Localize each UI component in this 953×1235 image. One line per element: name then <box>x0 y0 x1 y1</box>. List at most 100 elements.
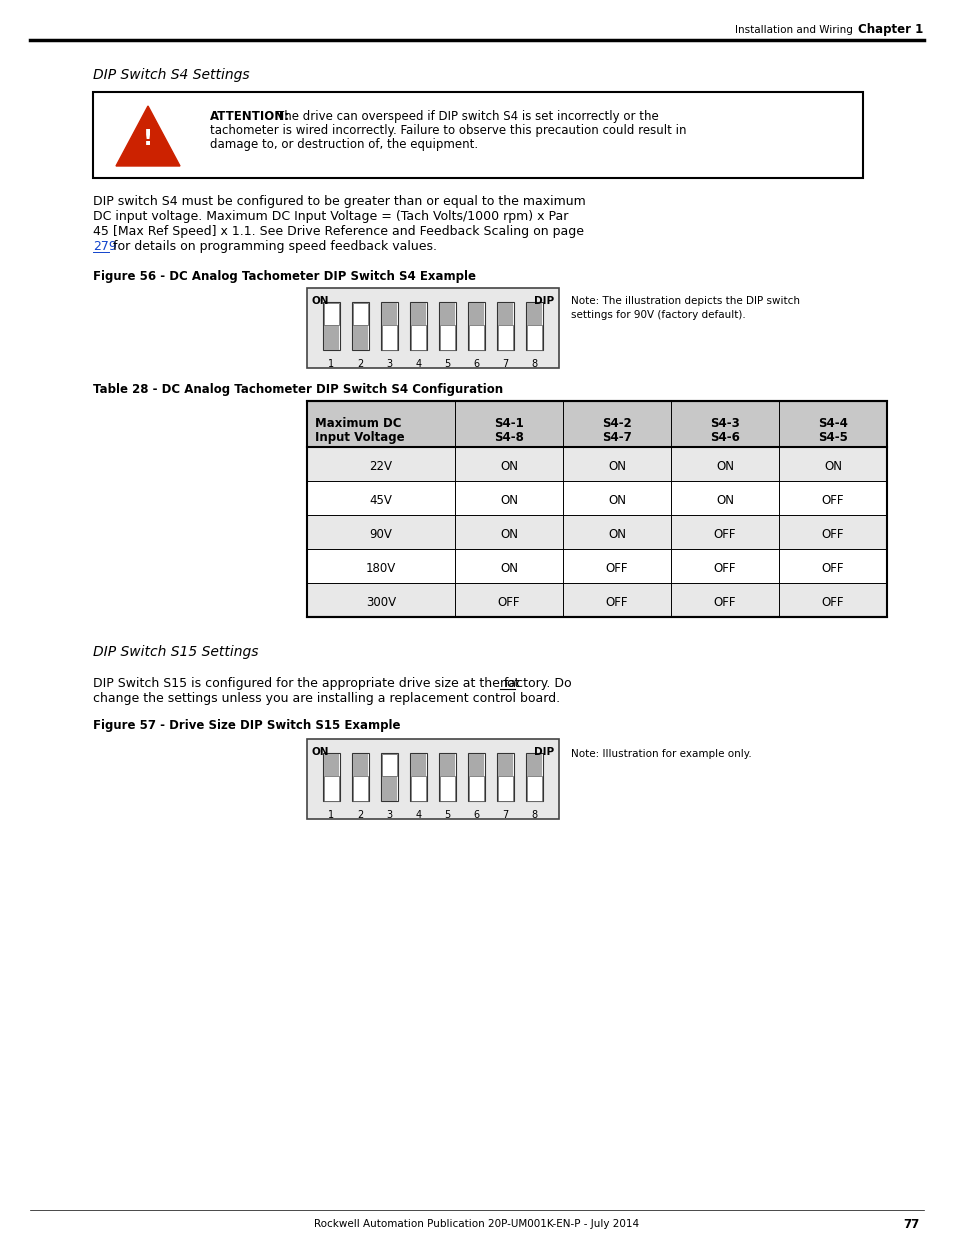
Bar <box>438 303 456 350</box>
Text: Input Voltage: Input Voltage <box>314 431 404 445</box>
Text: ATTENTION:: ATTENTION: <box>210 110 290 124</box>
Text: ON: ON <box>499 459 517 473</box>
Text: ON: ON <box>716 494 733 506</box>
Bar <box>322 753 340 802</box>
Text: S4-8: S4-8 <box>494 431 523 445</box>
Text: 3: 3 <box>386 810 392 820</box>
Bar <box>526 755 542 776</box>
Text: 8: 8 <box>531 810 537 820</box>
Text: ON: ON <box>499 494 517 506</box>
Text: S4-1: S4-1 <box>494 417 523 430</box>
Text: OFF: OFF <box>713 595 736 609</box>
Text: S4-5: S4-5 <box>818 431 847 445</box>
Text: ON: ON <box>312 747 329 757</box>
Bar <box>381 325 397 350</box>
Text: !: ! <box>143 128 152 149</box>
Bar <box>468 755 484 776</box>
Text: OFF: OFF <box>821 494 843 506</box>
Text: OFF: OFF <box>605 562 628 574</box>
Bar <box>380 303 398 350</box>
Bar <box>468 776 484 802</box>
Bar <box>468 325 484 350</box>
Text: 4: 4 <box>415 359 421 369</box>
Bar <box>439 776 455 802</box>
Text: 5: 5 <box>444 359 450 369</box>
Text: OFF: OFF <box>713 527 736 541</box>
Text: 22V: 22V <box>369 459 392 473</box>
Text: ON: ON <box>823 459 841 473</box>
Text: ON: ON <box>607 459 625 473</box>
Bar <box>496 303 514 350</box>
Text: 3: 3 <box>386 359 392 369</box>
Text: S4-7: S4-7 <box>601 431 631 445</box>
Bar <box>323 303 339 325</box>
Text: S4-6: S4-6 <box>709 431 740 445</box>
Text: ON: ON <box>499 562 517 574</box>
Text: DIP Switch S15 is configured for the appropriate drive size at the factory. Do: DIP Switch S15 is configured for the app… <box>92 677 575 690</box>
Bar <box>92 91 862 178</box>
Bar <box>439 755 455 776</box>
Bar <box>323 755 339 776</box>
Bar <box>307 550 886 583</box>
Bar <box>322 303 340 350</box>
Text: ON: ON <box>607 494 625 506</box>
Bar <box>410 776 426 802</box>
Text: 300V: 300V <box>366 595 395 609</box>
Text: 279: 279 <box>92 240 116 253</box>
Text: 6: 6 <box>473 359 479 369</box>
Text: Chapter 1: Chapter 1 <box>857 23 923 37</box>
Bar <box>353 755 368 776</box>
Bar <box>526 303 542 325</box>
Bar <box>381 776 397 802</box>
Bar <box>307 583 886 618</box>
Bar <box>307 515 886 550</box>
Bar <box>525 753 543 802</box>
Text: OFF: OFF <box>605 595 628 609</box>
Bar <box>439 303 455 325</box>
Text: 1: 1 <box>328 359 335 369</box>
Bar <box>353 776 368 802</box>
Bar <box>497 776 513 802</box>
Polygon shape <box>116 106 180 165</box>
Text: for details on programming speed feedback values.: for details on programming speed feedbac… <box>109 240 436 253</box>
Bar <box>497 303 513 325</box>
Text: ON: ON <box>716 459 733 473</box>
Text: ON: ON <box>499 527 517 541</box>
Bar <box>381 303 397 325</box>
Bar <box>307 401 886 447</box>
Text: 45V: 45V <box>369 494 392 506</box>
Bar <box>526 776 542 802</box>
Text: S4-3: S4-3 <box>709 417 740 430</box>
Text: 5: 5 <box>444 810 450 820</box>
Text: DIP Switch S15 Settings: DIP Switch S15 Settings <box>92 645 258 659</box>
Bar <box>410 755 426 776</box>
Bar <box>323 776 339 802</box>
Bar <box>353 325 368 350</box>
Bar <box>497 755 513 776</box>
Bar <box>307 447 886 480</box>
Bar <box>307 401 886 618</box>
Text: OFF: OFF <box>497 595 519 609</box>
Text: change the settings unless you are installing a replacement control board.: change the settings unless you are insta… <box>92 692 559 705</box>
Bar <box>467 753 485 802</box>
Bar <box>410 325 426 350</box>
Bar <box>467 303 485 350</box>
Bar <box>496 753 514 802</box>
Bar <box>468 303 484 325</box>
Text: 45 [Max Ref Speed] x 1.1. See Drive Reference and Feedback Scaling on page: 45 [Max Ref Speed] x 1.1. See Drive Refe… <box>92 225 583 238</box>
Bar <box>497 325 513 350</box>
Bar <box>438 753 456 802</box>
Text: 6: 6 <box>473 810 479 820</box>
Text: 7: 7 <box>502 359 508 369</box>
Text: OFF: OFF <box>713 562 736 574</box>
Text: DC input voltage. Maximum DC Input Voltage = (Tach Volts/1000 rpm) x Par: DC input voltage. Maximum DC Input Volta… <box>92 210 568 224</box>
Bar <box>307 288 558 368</box>
Text: ON: ON <box>312 296 329 306</box>
Text: The drive can overspeed if DIP switch S4 is set incorrectly or the: The drive can overspeed if DIP switch S4… <box>276 110 659 124</box>
Bar <box>380 753 398 802</box>
Text: 2: 2 <box>357 359 363 369</box>
Text: 8: 8 <box>531 359 537 369</box>
Text: DIP: DIP <box>534 296 554 306</box>
Bar <box>526 325 542 350</box>
Text: ON: ON <box>607 527 625 541</box>
